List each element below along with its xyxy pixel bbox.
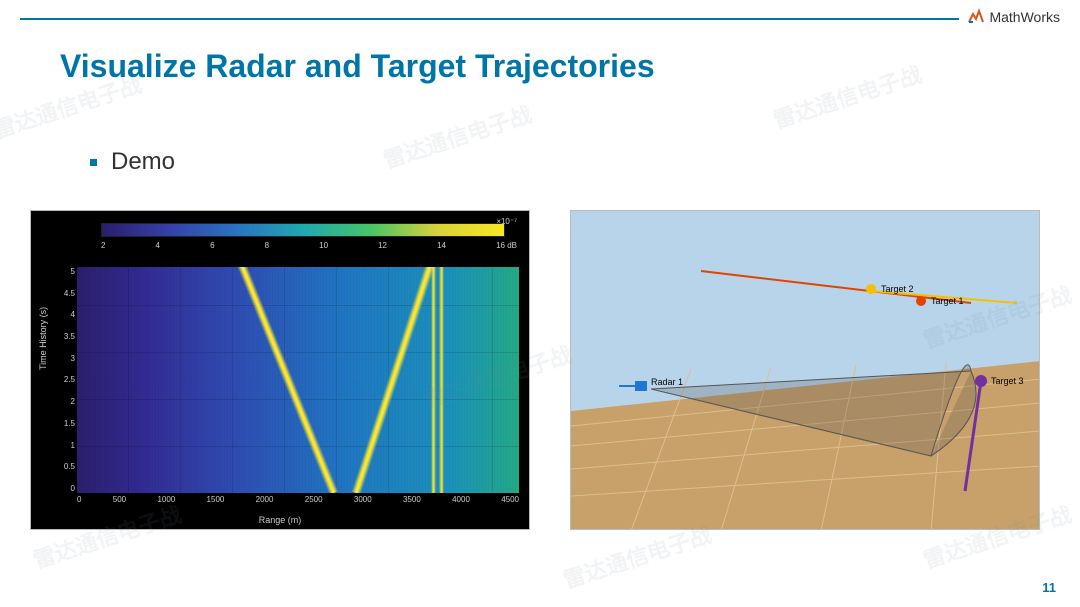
- colorbar: [101, 223, 505, 237]
- x-axis-label: Range (m): [259, 515, 302, 525]
- heatmap-figure: ×10⁻⁷ dB 246810121416 00.511.522.533.544…: [30, 210, 530, 547]
- heatmap-grid: [77, 267, 519, 493]
- target1-marker: [916, 296, 926, 306]
- scene-svg: Radar 1 Target 2 Target 1 Target 3: [571, 211, 1040, 530]
- scene-figure: Radar 1 Target 2 Target 1 Target 3: [570, 210, 1050, 547]
- figure-row: ×10⁻⁷ dB 246810121416 00.511.522.533.544…: [30, 210, 1050, 547]
- header-rule: [20, 18, 1060, 20]
- colorbar-unit: dB: [507, 241, 517, 250]
- bullet-icon: [90, 159, 97, 166]
- watermark: 雷达通信电子战: [379, 97, 535, 175]
- slide: MathWorks Visualize Radar and Target Tra…: [0, 0, 1080, 607]
- brand-name: MathWorks: [989, 9, 1060, 25]
- colorbar-ticks: 246810121416: [101, 241, 505, 253]
- radar-marker: [635, 381, 647, 391]
- y-ticks: 00.511.522.533.544.55: [61, 267, 75, 493]
- target2-label: Target 2: [881, 284, 914, 294]
- target3-marker: [975, 375, 987, 387]
- colorbar-exponent: ×10⁻⁷: [496, 217, 517, 226]
- heatmap-frame: ×10⁻⁷ dB 246810121416 00.511.522.533.544…: [30, 210, 530, 530]
- watermark: 雷达通信电子战: [769, 57, 925, 135]
- y-axis-label: Time History (s): [38, 307, 48, 370]
- bullet-text: Demo: [111, 148, 175, 176]
- radar-label: Radar 1: [651, 377, 683, 387]
- target2-marker: [866, 284, 876, 294]
- x-ticks: 050010001500200025003000350040004500: [77, 495, 519, 509]
- target1-label: Target 1: [931, 296, 964, 306]
- heatmap-plot: [77, 267, 519, 493]
- brand-logo: MathWorks: [959, 8, 1060, 26]
- target3-label: Target 3: [991, 376, 1024, 386]
- bullet-item: Demo: [90, 148, 175, 176]
- mathworks-icon: [967, 8, 985, 26]
- slide-title: Visualize Radar and Target Trajectories: [60, 48, 655, 85]
- scene-frame: Radar 1 Target 2 Target 1 Target 3: [570, 210, 1040, 530]
- page-number: 11: [1042, 580, 1056, 595]
